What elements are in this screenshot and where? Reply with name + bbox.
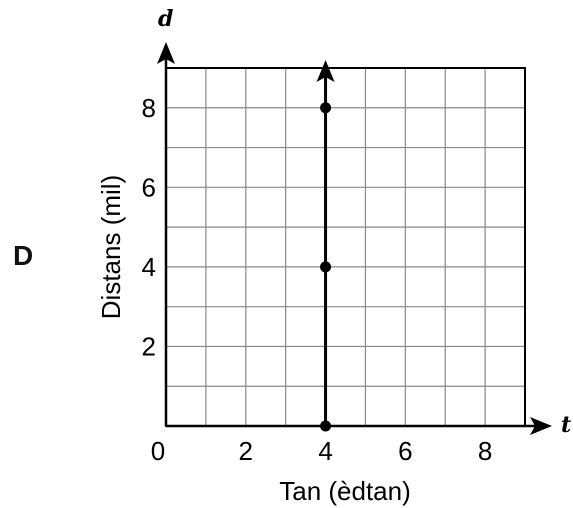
x-axis-arrowhead <box>530 417 552 435</box>
x-tick-label: 2 <box>239 436 253 466</box>
data-point <box>320 261 332 273</box>
series <box>316 60 335 432</box>
grid <box>166 68 525 426</box>
y-tick-label: 2 <box>142 331 156 361</box>
y-tick-label: 8 <box>142 93 156 123</box>
data-point <box>320 102 332 114</box>
x-axis-label: Tan (èdtan) <box>279 476 411 506</box>
data-point <box>320 420 332 432</box>
x-tick-label: 0 <box>151 436 165 466</box>
series-arrowhead <box>316 60 335 82</box>
y-axis-arrowhead <box>157 42 175 64</box>
x-axis-letter: t <box>561 412 571 438</box>
y-axis-letter: d <box>158 6 173 32</box>
y-axis-label: Distans (mil) <box>96 175 126 319</box>
y-tick-label: 4 <box>142 252 156 282</box>
plot-border <box>165 67 526 427</box>
y-tick-label: 6 <box>142 172 156 202</box>
x-tick-label: 6 <box>398 436 412 466</box>
x-tick-label: 8 <box>478 436 492 466</box>
option-label: D <box>13 240 34 271</box>
tick-labels: 0 2 4 6 8 2 4 6 8 <box>142 93 493 466</box>
axes <box>157 42 552 435</box>
x-tick-label: 4 <box>318 436 332 466</box>
